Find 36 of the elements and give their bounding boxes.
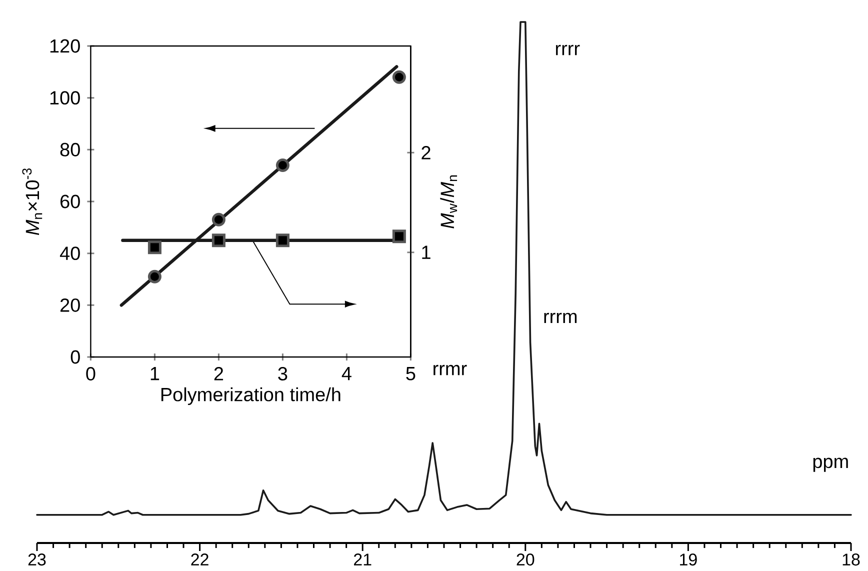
point [276,158,290,172]
x-tick-label: 0 [86,367,96,380]
y-tick-label: 20 [60,298,80,312]
x-tick-label: 23 [28,554,46,566]
x-axis-title: ppm [813,458,848,472]
y-tick-label: 100 [50,91,80,105]
x-axis-title: Polymerization time/h [161,387,340,406]
y-tick-label: 120 [50,39,80,53]
x-tick-label: 2 [214,367,224,380]
annotation: rrrm [544,312,577,324]
x-tick-label: 20 [516,554,534,566]
y2-axis-title: M$_{w}$/M$_{n}$ [440,175,458,228]
point [392,230,406,244]
x-tick-label: 22 [191,554,208,566]
y2-tick-label: 1 [422,246,430,259]
point [392,70,406,84]
point [212,212,226,226]
y-tick-label: 0 [70,350,80,364]
point [212,234,226,248]
x-tick-label: 5 [406,367,416,380]
x-tick-label: 1 [150,367,160,380]
y-tick-label: 80 [60,142,80,156]
annotation: rrrr [556,44,580,56]
y-tick-label: 40 [60,246,80,260]
y2-tick-label: 2 [422,146,430,160]
x-tick-label: 19 [680,554,697,566]
point [148,240,162,254]
annotation: rrmr [434,364,467,376]
y-axis-title: M$_{n}$×10$^{-3}$ [22,168,42,236]
point [276,234,290,248]
x-tick-label: 3 [278,367,288,380]
y-tick-label: 60 [60,194,80,208]
x-tick-label: 18 [842,554,860,566]
point [148,270,162,284]
x-tick-label: 21 [354,554,372,566]
x-tick-label: 4 [342,367,352,380]
